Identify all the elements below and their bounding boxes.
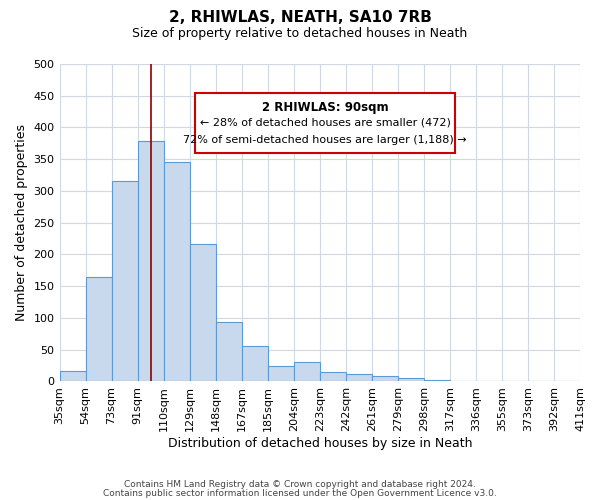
Text: Size of property relative to detached houses in Neath: Size of property relative to detached ho… — [133, 28, 467, 40]
Text: 2, RHIWLAS, NEATH, SA10 7RB: 2, RHIWLAS, NEATH, SA10 7RB — [169, 10, 431, 25]
X-axis label: Distribution of detached houses by size in Neath: Distribution of detached houses by size … — [167, 437, 472, 450]
Bar — [59, 370, 86, 382]
Bar — [294, 362, 320, 382]
Bar — [164, 162, 190, 382]
Bar — [554, 381, 580, 382]
Bar — [190, 244, 215, 382]
Bar — [320, 372, 346, 382]
Bar — [268, 366, 294, 382]
Text: Contains HM Land Registry data © Crown copyright and database right 2024.: Contains HM Land Registry data © Crown c… — [124, 480, 476, 489]
Bar — [450, 381, 476, 382]
Bar — [346, 374, 372, 382]
Text: ← 28% of detached houses are smaller (472): ← 28% of detached houses are smaller (47… — [200, 118, 451, 128]
Bar — [398, 378, 424, 382]
Bar — [112, 182, 137, 382]
FancyBboxPatch shape — [195, 92, 455, 153]
Bar — [215, 322, 242, 382]
Text: 2 RHIWLAS: 90sqm: 2 RHIWLAS: 90sqm — [262, 100, 388, 114]
Bar — [86, 276, 112, 382]
Bar — [372, 376, 398, 382]
Text: Contains public sector information licensed under the Open Government Licence v3: Contains public sector information licen… — [103, 489, 497, 498]
Y-axis label: Number of detached properties: Number of detached properties — [15, 124, 28, 321]
Text: 72% of semi-detached houses are larger (1,188) →: 72% of semi-detached houses are larger (… — [183, 135, 467, 145]
Bar — [424, 380, 450, 382]
Bar — [242, 346, 268, 382]
Bar — [137, 142, 164, 382]
